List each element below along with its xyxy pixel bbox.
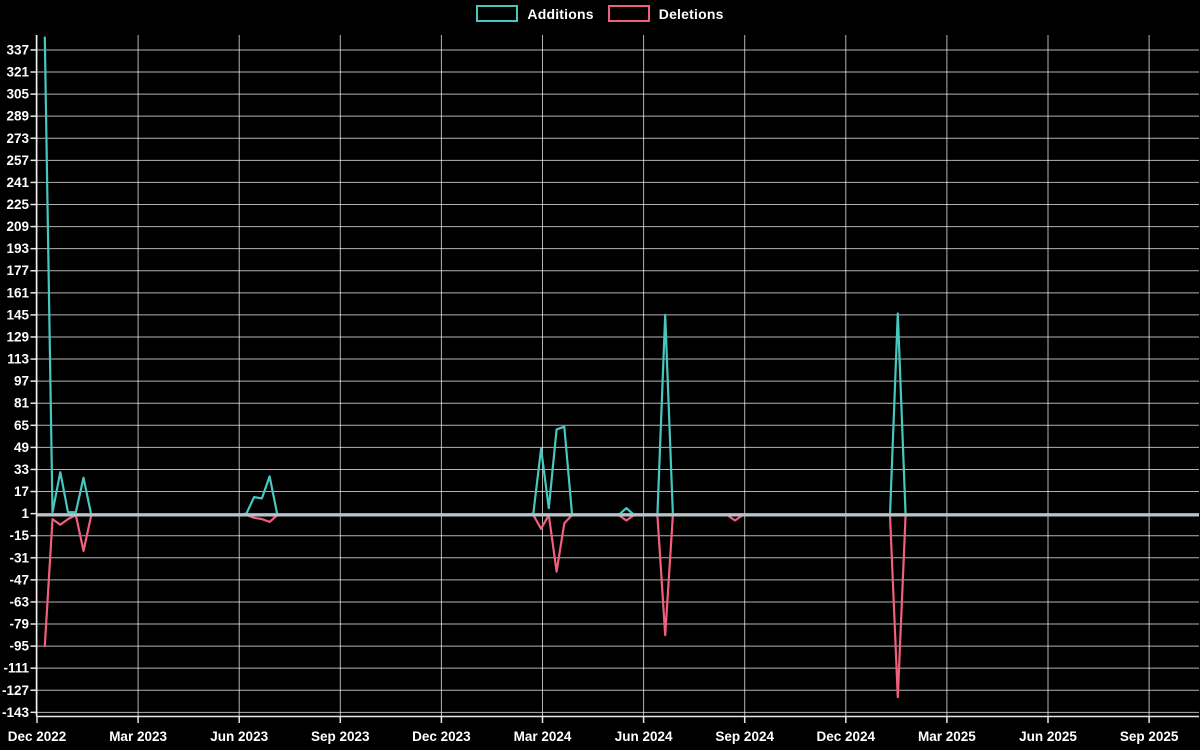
y-tick-label: 17 <box>14 484 29 499</box>
y-tick-label: -79 <box>9 617 29 632</box>
additions-swatch-icon <box>476 5 519 22</box>
x-tick-label: Sep 2023 <box>311 729 370 744</box>
x-tick-label: Mar 2023 <box>109 729 167 744</box>
legend-label-additions: Additions <box>527 5 594 22</box>
y-tick-label: -47 <box>9 572 29 587</box>
x-tick-label: Dec 2022 <box>8 729 67 744</box>
y-tick-label: 209 <box>6 219 29 234</box>
y-tick-label: 225 <box>6 197 29 212</box>
y-tick-label: 289 <box>6 109 29 124</box>
y-tick-label: 193 <box>6 241 29 256</box>
y-tick-label: 145 <box>6 307 29 322</box>
legend-item-deletions[interactable]: Deletions <box>607 5 724 22</box>
deletions-line <box>43 513 1186 699</box>
deletions-swatch-icon <box>607 5 650 22</box>
legend-label-deletions: Deletions <box>658 5 724 22</box>
y-tick-label: 257 <box>6 153 29 168</box>
y-tick-label: 33 <box>14 462 30 477</box>
y-tick-label: -127 <box>2 683 29 698</box>
y-tick-label: 1 <box>21 506 29 521</box>
y-tick-label: 49 <box>14 440 29 455</box>
y-tick-label: 129 <box>6 329 29 344</box>
y-tick-label: 81 <box>14 396 30 411</box>
additions-line <box>43 36 1186 517</box>
y-tick-label: 161 <box>6 285 29 300</box>
y-tick-label: -95 <box>9 639 29 654</box>
legend-item-additions[interactable]: Additions <box>476 5 594 22</box>
x-tick-label: Mar 2024 <box>514 729 572 744</box>
y-tick-label: 65 <box>14 418 30 433</box>
y-tick-label: 305 <box>6 87 29 102</box>
x-tick-label: Jun 2023 <box>210 729 268 744</box>
y-tick-label: 321 <box>6 65 29 80</box>
x-tick-label: Dec 2024 <box>817 729 876 744</box>
x-tick-label: Jun 2024 <box>615 729 673 744</box>
legend: Additions Deletions <box>0 5 1200 22</box>
y-tick-label: 97 <box>14 374 29 389</box>
y-tick-label: 177 <box>6 263 29 278</box>
x-tick-label: Sep 2025 <box>1120 729 1179 744</box>
x-tick-label: Jun 2025 <box>1019 729 1077 744</box>
y-tick-label: -143 <box>2 705 30 720</box>
y-tick-label: -15 <box>9 528 29 543</box>
y-tick-label: 337 <box>6 42 29 57</box>
y-tick-label: 241 <box>6 175 29 190</box>
y-tick-label: -111 <box>3 661 29 676</box>
x-tick-label: Mar 2025 <box>918 729 976 744</box>
y-tick-label: 113 <box>7 352 29 367</box>
y-tick-label: -31 <box>9 550 29 565</box>
y-tick-label: -63 <box>9 594 29 609</box>
y-tick-label: 273 <box>6 131 29 146</box>
x-tick-label: Sep 2024 <box>715 729 774 744</box>
x-tick-label: Dec 2023 <box>412 729 471 744</box>
